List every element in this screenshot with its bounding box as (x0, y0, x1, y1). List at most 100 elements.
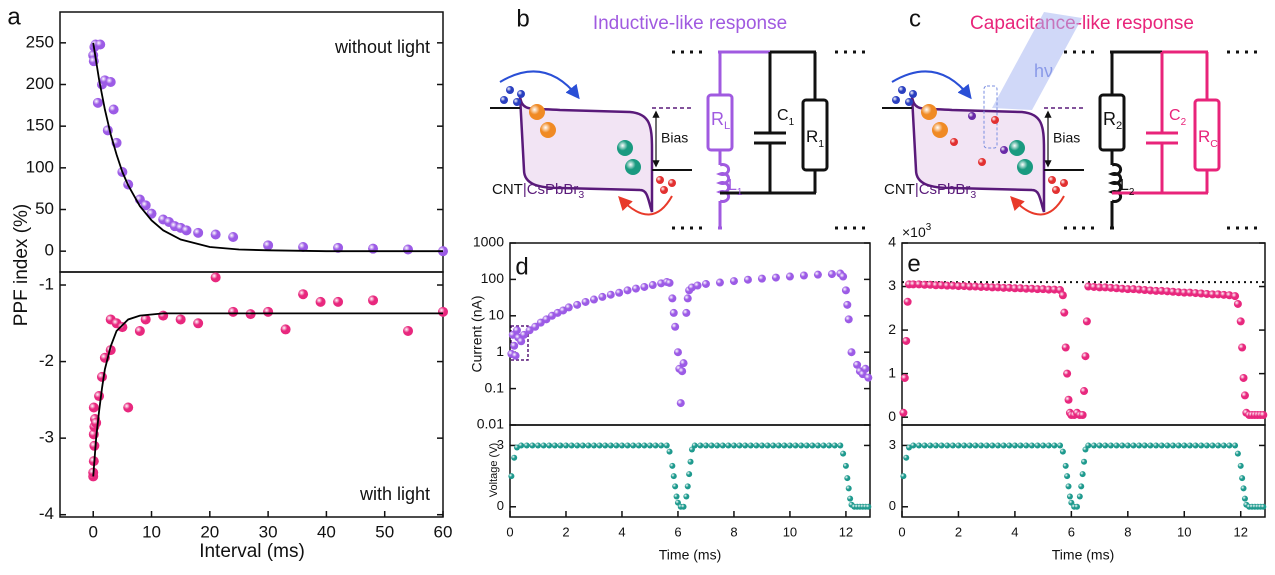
ion (540, 122, 556, 138)
data-point (1239, 475, 1246, 482)
data-point (1079, 471, 1086, 478)
data-point (511, 351, 520, 360)
label-main: R (806, 127, 818, 146)
data-point (669, 462, 676, 469)
data-point (847, 348, 856, 357)
data-point (770, 442, 777, 449)
data-point (117, 322, 128, 333)
data-point (899, 408, 908, 417)
data-point (1066, 493, 1073, 500)
panel-label: e (907, 250, 920, 277)
data-point (978, 442, 985, 449)
data-point (1058, 291, 1067, 300)
data-point (920, 280, 929, 289)
data-point (1064, 395, 1073, 404)
data-point (1000, 442, 1007, 449)
label-main: R (711, 109, 724, 129)
y-tick-label: 10 (488, 307, 504, 323)
data-point (1238, 343, 1247, 352)
data-point (105, 77, 116, 87)
y-tick-label: 3 (497, 437, 504, 452)
data-point (798, 442, 805, 449)
data-point (943, 281, 952, 290)
data-point (1164, 442, 1171, 449)
hole (950, 138, 958, 146)
data-point (531, 322, 540, 331)
data-point (989, 442, 996, 449)
data-point (680, 503, 687, 510)
y-tick-label: 1 (888, 364, 896, 380)
data-point (1078, 483, 1085, 490)
data-point (1074, 503, 1081, 510)
diagram-title: Inductive-like response (593, 13, 787, 34)
transfer-arrow (891, 70, 972, 100)
y-axis-label: PPF index (%) (11, 204, 32, 326)
data-point (673, 493, 680, 500)
data-point (1061, 343, 1070, 352)
data-point (1181, 442, 1188, 449)
transfer-arrow (499, 70, 580, 100)
highlight-box (983, 85, 998, 149)
data-point (1033, 285, 1042, 294)
y-tick-label: 1000 (473, 234, 504, 250)
data-point (1028, 442, 1035, 449)
data-point (792, 442, 799, 449)
ion (617, 140, 633, 156)
data-point (228, 306, 239, 317)
material-sub: 3 (970, 189, 976, 201)
data-point (210, 229, 221, 240)
data-point (1236, 317, 1245, 326)
ion (625, 159, 641, 175)
data-point (673, 348, 682, 357)
component-label: C1 (777, 107, 795, 127)
data-point (663, 442, 670, 449)
y-tick-label: 250 (26, 32, 54, 51)
data-point (781, 442, 788, 449)
data-point (510, 341, 519, 350)
data-point (598, 292, 607, 301)
label-main: L (1120, 177, 1129, 194)
data-point (519, 330, 528, 339)
data-point (938, 442, 945, 449)
data-point (983, 442, 990, 449)
data-point (1034, 442, 1041, 449)
label-main: R (1103, 109, 1116, 129)
bias-label: Bias (1053, 130, 1080, 146)
data-point (845, 485, 852, 492)
data-point (714, 442, 721, 449)
y-tick-label: -2 (39, 351, 54, 370)
data-point (134, 325, 145, 336)
x-tick-label: 12 (839, 524, 853, 539)
data-point (966, 442, 973, 449)
data-point (771, 273, 780, 282)
data-point (1158, 442, 1165, 449)
data-point (1102, 442, 1109, 449)
data-point (624, 442, 631, 449)
plot-frame (509, 242, 871, 426)
x-tick-label: 50 (375, 522, 394, 541)
data-point (853, 360, 862, 369)
data-point (210, 272, 221, 283)
data-point (1095, 283, 1104, 292)
material-main: CNT (492, 181, 523, 198)
data-point (585, 442, 592, 449)
data-point (844, 475, 851, 482)
data-point (691, 442, 698, 449)
data-point (640, 282, 649, 291)
data-point (631, 284, 640, 293)
data-point (607, 442, 614, 449)
data-point (900, 373, 909, 382)
data-point (1192, 442, 1199, 449)
data-point (298, 289, 309, 300)
data-point (648, 281, 657, 290)
data-point (1080, 387, 1089, 396)
panel-label: d (515, 253, 528, 280)
data-point (785, 272, 794, 281)
data-point (666, 448, 673, 455)
data-point (123, 402, 134, 413)
data-point (658, 442, 665, 449)
x-tick-label: 10 (1177, 524, 1191, 539)
component-label: RC (1198, 127, 1218, 149)
data-point (1063, 369, 1072, 378)
data-point (263, 306, 274, 317)
